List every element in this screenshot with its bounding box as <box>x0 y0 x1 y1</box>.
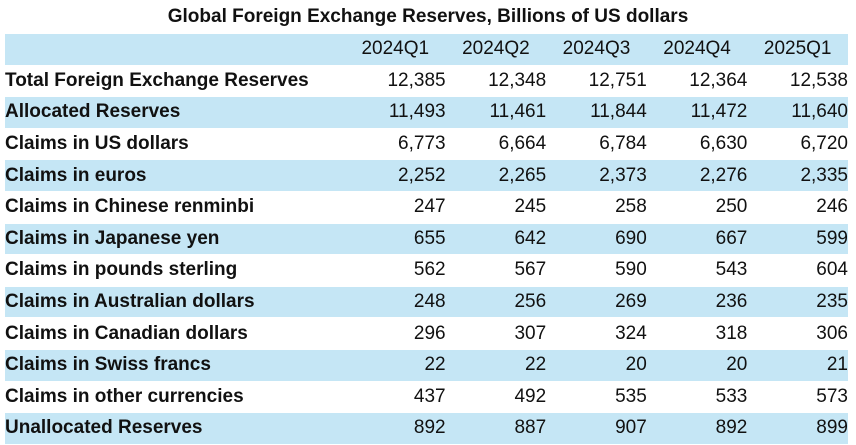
cell-value: 573 <box>747 381 848 414</box>
cell-value: 6,773 <box>345 128 446 161</box>
table-row-us-dollars: Claims in US dollars 6,773 6,664 6,784 6… <box>5 128 848 161</box>
table-row-other-currencies: Claims in other currencies 437 492 535 5… <box>5 381 848 414</box>
cell-value: 2,373 <box>546 159 647 192</box>
cell-value: 899 <box>747 412 848 445</box>
cell-value: 11,640 <box>747 96 848 129</box>
table-row-canadian-dollars: Claims in Canadian dollars 296 307 324 3… <box>5 317 848 350</box>
row-label: Claims in other currencies <box>5 381 345 414</box>
cell-value: 2,265 <box>445 159 547 192</box>
cell-value: 11,472 <box>646 96 748 129</box>
table-row-swiss-francs: Claims in Swiss francs 22 22 20 20 21 <box>5 349 848 382</box>
cell-value: 437 <box>345 381 446 414</box>
table-row-chinese-renminbi: Claims in Chinese renminbi 247 245 258 2… <box>5 191 848 224</box>
cell-value: 245 <box>445 191 547 224</box>
reserves-table: 2024Q1 2024Q2 2024Q3 2024Q4 2025Q1 Total… <box>5 34 848 445</box>
cell-value: 543 <box>646 254 748 287</box>
cell-value: 2,252 <box>345 159 446 192</box>
cell-value: 22 <box>345 349 446 382</box>
column-header-2024q4: 2024Q4 <box>646 34 748 66</box>
cell-value: 6,664 <box>445 128 547 161</box>
cell-value: 892 <box>646 412 748 445</box>
cell-value: 892 <box>345 412 446 445</box>
row-label: Unallocated Reserves <box>5 412 345 445</box>
row-label: Claims in pounds sterling <box>5 254 345 287</box>
cell-value: 235 <box>747 286 848 319</box>
header-row: 2024Q1 2024Q2 2024Q3 2024Q4 2025Q1 <box>5 34 848 66</box>
cell-value: 236 <box>646 286 748 319</box>
cell-value: 2,276 <box>646 159 748 192</box>
cell-value: 250 <box>646 191 748 224</box>
cell-value: 11,844 <box>546 96 647 129</box>
cell-value: 887 <box>445 412 547 445</box>
cell-value: 12,385 <box>345 65 446 98</box>
row-label: Claims in Australian dollars <box>5 286 345 319</box>
cell-value: 12,751 <box>546 65 647 98</box>
cell-value: 12,364 <box>646 65 748 98</box>
column-header-2024q1: 2024Q1 <box>345 34 446 66</box>
cell-value: 562 <box>345 254 446 287</box>
cell-value: 12,538 <box>747 65 848 98</box>
table-title: Global Foreign Exchange Reserves, Billio… <box>167 6 689 27</box>
row-label: Claims in US dollars <box>5 128 345 161</box>
cell-value: 324 <box>546 317 647 350</box>
cell-value: 307 <box>445 317 547 350</box>
column-header-2024q3: 2024Q3 <box>546 34 647 66</box>
table-row-total-reserves: Total Foreign Exchange Reserves 12,385 1… <box>5 65 848 98</box>
row-label: Claims in Swiss francs <box>5 349 345 382</box>
header-corner-cell <box>5 34 345 66</box>
table-row-australian-dollars: Claims in Australian dollars 248 256 269… <box>5 286 848 319</box>
table-row-pounds-sterling: Claims in pounds sterling 562 567 590 54… <box>5 254 848 287</box>
column-header-2025q1: 2025Q1 <box>747 34 848 66</box>
cell-value: 492 <box>445 381 547 414</box>
cell-value: 604 <box>747 254 848 287</box>
cell-value: 655 <box>345 223 446 256</box>
cell-value: 533 <box>646 381 748 414</box>
cell-value: 247 <box>345 191 446 224</box>
cell-value: 256 <box>445 286 547 319</box>
cell-value: 20 <box>546 349 647 382</box>
cell-value: 590 <box>546 254 647 287</box>
row-label: Claims in Chinese renminbi <box>5 191 345 224</box>
table-row-japanese-yen: Claims in Japanese yen 655 642 690 667 5… <box>5 223 848 256</box>
cell-value: 599 <box>747 223 848 256</box>
cell-value: 907 <box>546 412 647 445</box>
row-label: Allocated Reserves <box>5 96 345 129</box>
cell-value: 296 <box>345 317 446 350</box>
cell-value: 567 <box>445 254 547 287</box>
cell-value: 258 <box>546 191 647 224</box>
table-row-allocated-reserves: Allocated Reserves 11,493 11,461 11,844 … <box>5 96 848 129</box>
row-label: Claims in Canadian dollars <box>5 317 345 350</box>
cell-value: 306 <box>747 317 848 350</box>
cell-value: 6,720 <box>747 128 848 161</box>
cell-value: 269 <box>546 286 647 319</box>
cell-value: 318 <box>646 317 748 350</box>
cell-value: 248 <box>345 286 446 319</box>
cell-value: 20 <box>646 349 748 382</box>
cell-value: 6,784 <box>546 128 647 161</box>
table-row-euros: Claims in euros 2,252 2,265 2,373 2,276 … <box>5 159 848 192</box>
cell-value: 667 <box>646 223 748 256</box>
cell-value: 22 <box>445 349 547 382</box>
table-row-unallocated-reserves: Unallocated Reserves 892 887 907 892 899 <box>5 412 848 445</box>
cell-value: 642 <box>445 223 547 256</box>
cell-value: 535 <box>546 381 647 414</box>
cell-value: 21 <box>747 349 848 382</box>
cell-value: 690 <box>546 223 647 256</box>
cell-value: 11,461 <box>445 96 547 129</box>
column-header-2024q2: 2024Q2 <box>445 34 547 66</box>
cell-value: 11,493 <box>345 96 446 129</box>
cell-value: 12,348 <box>445 65 547 98</box>
cell-value: 246 <box>747 191 848 224</box>
cell-value: 6,630 <box>646 128 748 161</box>
cell-value: 2,335 <box>747 159 848 192</box>
row-label: Claims in euros <box>5 159 345 192</box>
row-label: Total Foreign Exchange Reserves <box>5 65 345 98</box>
row-label: Claims in Japanese yen <box>5 223 345 256</box>
